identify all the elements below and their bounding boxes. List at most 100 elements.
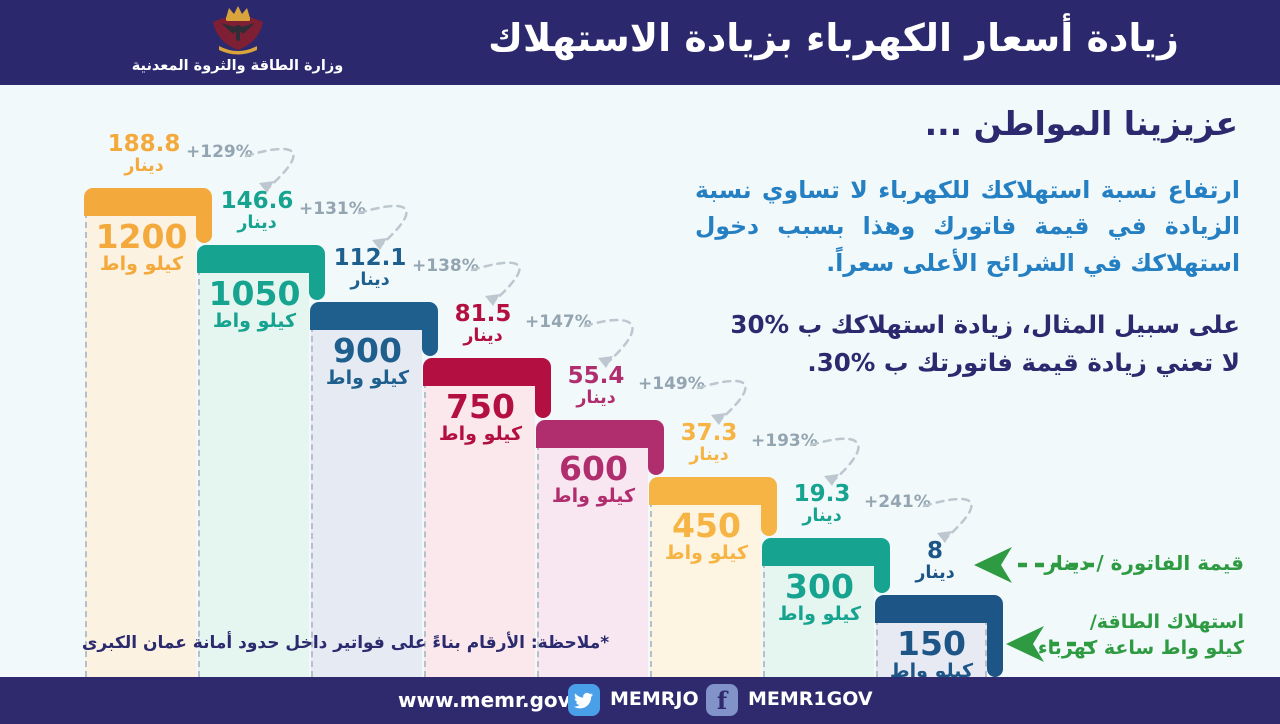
bar-kwh-label: 600 كيلو واط xyxy=(539,444,648,508)
twitter-bird-icon xyxy=(574,692,593,709)
facebook-handle: MEMR1GOV xyxy=(748,688,873,710)
bar-cap-900 xyxy=(310,302,438,330)
bar-body-450: 450 كيلو واط xyxy=(650,501,761,677)
price-unit: دينار xyxy=(915,563,955,584)
price-unit: دينار xyxy=(463,326,503,347)
bar-body-900: 900 كيلو واط xyxy=(311,326,422,677)
bar-price-1200: 188.8 دينار xyxy=(76,132,212,176)
bar-step-450 xyxy=(761,487,777,536)
bar-kwh-label: 150 كيلو واط xyxy=(878,619,985,683)
bar-body-300: 300 كيلو واط xyxy=(763,562,874,677)
bar-kwh-label: 900 كيلو واط xyxy=(313,326,422,390)
bar-increase-pct-1200: +129% xyxy=(186,142,253,162)
kwh-value: 750 xyxy=(446,387,515,426)
kwh-value: 150 xyxy=(897,624,966,663)
price-value: 112.1 xyxy=(333,245,407,271)
bar-cap-450 xyxy=(649,477,777,505)
bar-kwh-label: 750 كيلو واط xyxy=(426,382,535,446)
bar-increase-pct-300: +241% xyxy=(864,492,931,512)
price-unit: دينار xyxy=(124,156,164,177)
bar-cap-600 xyxy=(536,420,664,448)
intro-paragraph-2: على سبيل المثال، زيادة استهلاكك ب %30 لا… xyxy=(730,310,1240,377)
bar-cap-1050 xyxy=(197,245,325,273)
kwh-unit: كيلو واط xyxy=(551,484,636,507)
kwh-value: 600 xyxy=(559,449,628,488)
price-value: 188.8 xyxy=(107,131,181,157)
kwh-value: 900 xyxy=(333,331,402,370)
price-unit: دينار xyxy=(689,445,729,466)
page-title: زيادة أسعار الكهرباء بزيادة الاستهلاك xyxy=(488,16,1179,60)
price-value: 81.5 xyxy=(454,301,512,327)
website-url: www.memr.gov.jo xyxy=(398,688,598,712)
bar-kwh-label: 1050 كيلو واط xyxy=(200,269,309,333)
header-bar: وزارة الطاقة والثروة المعدنية زيادة أسعا… xyxy=(0,0,1280,85)
bar-kwh-label: 450 كيلو واط xyxy=(652,501,761,565)
bar-body-750: 750 كيلو واط xyxy=(424,382,535,677)
bar-price-600: 55.4 دينار xyxy=(528,364,664,408)
bar-body-1050: 1050 كيلو واط xyxy=(198,269,309,677)
bar-price-150: 8 دينار xyxy=(867,539,1003,583)
price-value: 37.3 xyxy=(680,420,738,446)
greeting-heading: عزيزينا المواطن ... xyxy=(924,104,1238,143)
price-value: 55.4 xyxy=(567,363,625,389)
kwh-value: 450 xyxy=(672,506,741,545)
bar-cap-750 xyxy=(423,358,551,386)
legend-consumption-line2: كيلو واط ساعة كهرباء xyxy=(1037,636,1244,659)
bar-price-300: 19.3 دينار xyxy=(754,482,890,526)
bar-increase-pct-750: +147% xyxy=(525,312,592,332)
bar-body-1200: 1200 كيلو واط xyxy=(85,212,196,677)
bar-step-600 xyxy=(648,430,664,475)
bar-step-900 xyxy=(422,312,438,356)
price-value: 19.3 xyxy=(793,481,851,507)
bar-kwh-label: 1200 كيلو واط xyxy=(87,212,196,276)
ministry-logo: وزارة الطاقة والثروة المعدنية xyxy=(95,2,380,74)
legend-consumption-line1: استهلاك الطاقة/ xyxy=(1089,611,1244,633)
footnote: *ملاحظة: الأرقام بناءً على فواتير داخل ح… xyxy=(81,633,610,653)
bar-price-1050: 146.6 دينار xyxy=(189,189,325,233)
bar-price-900: 112.1 دينار xyxy=(302,246,438,290)
price-unit: دينار xyxy=(237,213,277,234)
facebook-icon: f xyxy=(706,684,738,716)
bar-kwh-label: 300 كيلو واط xyxy=(765,562,874,626)
bar-increase-pct-450: +193% xyxy=(751,431,818,451)
kwh-value: 1200 xyxy=(95,217,188,256)
twitter-handle: MEMRJO xyxy=(610,688,699,710)
kwh-unit: كيلو واط xyxy=(325,366,410,389)
kwh-unit: كيلو واط xyxy=(889,659,974,682)
bar-step-750 xyxy=(535,368,551,418)
bar-body-600: 600 كيلو واط xyxy=(537,444,648,677)
legend-consumption-label: استهلاك الطاقة/ كيلو واط ساعة كهرباء xyxy=(1038,610,1244,661)
bar-increase-pct-1050: +131% xyxy=(299,199,366,219)
price-unit: دينار xyxy=(576,388,616,409)
kwh-value: 300 xyxy=(785,567,854,606)
bar-body-150: 150 كيلو واط xyxy=(876,619,987,682)
footer-bar: www.memr.gov.jo MEMRJO f MEMR1GOV xyxy=(0,677,1280,724)
bar-increase-pct-900: +138% xyxy=(412,256,479,276)
bar-price-750: 81.5 دينار xyxy=(415,302,551,346)
kwh-unit: كيلو واط xyxy=(664,541,749,564)
price-value: 8 xyxy=(926,538,943,564)
price-unit: دينار xyxy=(350,270,390,291)
intro-paragraph-1: ارتفاع نسبة استهلاكك للكهرباء لا تساوي ن… xyxy=(695,176,1240,277)
hashemite-crest-icon xyxy=(212,6,263,55)
bar-cap-150 xyxy=(875,595,1003,623)
kwh-unit: كيلو واط xyxy=(777,602,862,625)
kwh-value: 1050 xyxy=(208,274,301,313)
bar-price-450: 37.3 دينار xyxy=(641,421,777,465)
price-value: 146.6 xyxy=(220,188,294,214)
kwh-unit: كيلو واط xyxy=(212,309,297,332)
twitter-icon xyxy=(568,684,600,716)
bar-step-300 xyxy=(874,548,890,593)
kwh-unit: كيلو واط xyxy=(99,252,184,275)
kwh-unit: كيلو واط xyxy=(438,422,523,445)
bar-cap-1200 xyxy=(84,188,212,216)
ministry-name: وزارة الطاقة والثروة المعدنية xyxy=(131,58,344,74)
legend-bill-label: قيمة الفاتورة / دينار xyxy=(1044,551,1244,575)
bar-step-1200 xyxy=(196,198,212,243)
bar-step-150 xyxy=(987,605,1003,677)
bar-cap-300 xyxy=(762,538,890,566)
bar-increase-pct-600: +149% xyxy=(638,374,705,394)
bar-step-1050 xyxy=(309,255,325,300)
price-unit: دينار xyxy=(802,506,842,527)
